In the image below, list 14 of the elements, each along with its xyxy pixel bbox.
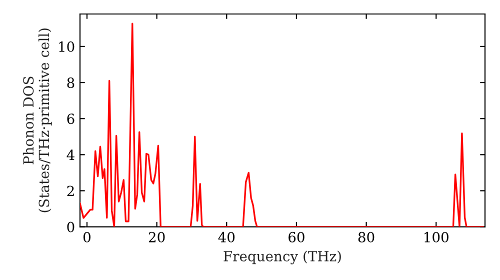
x-tick-label: 100 xyxy=(424,232,448,242)
x-tick-label: 80 xyxy=(358,232,374,242)
x-axis-title: Frequency (THz) xyxy=(224,250,341,264)
x-tick-label: 40 xyxy=(218,232,235,242)
y-tick-label: 10 xyxy=(59,41,74,52)
y-tick-label: 6 xyxy=(67,114,74,124)
x-tick-label: 0 xyxy=(83,232,90,242)
y-tick-label: 0 xyxy=(67,222,74,232)
x-tick-label: 60 xyxy=(288,232,304,242)
y-axis-title: Phonon DOS (States/THz·primitive cell) xyxy=(22,28,52,212)
y-tick-label: 8 xyxy=(67,77,74,88)
y-tick-label: 2 xyxy=(67,186,74,196)
y-tick-label: 4 xyxy=(66,150,74,160)
x-tick-label: 20 xyxy=(148,232,165,242)
